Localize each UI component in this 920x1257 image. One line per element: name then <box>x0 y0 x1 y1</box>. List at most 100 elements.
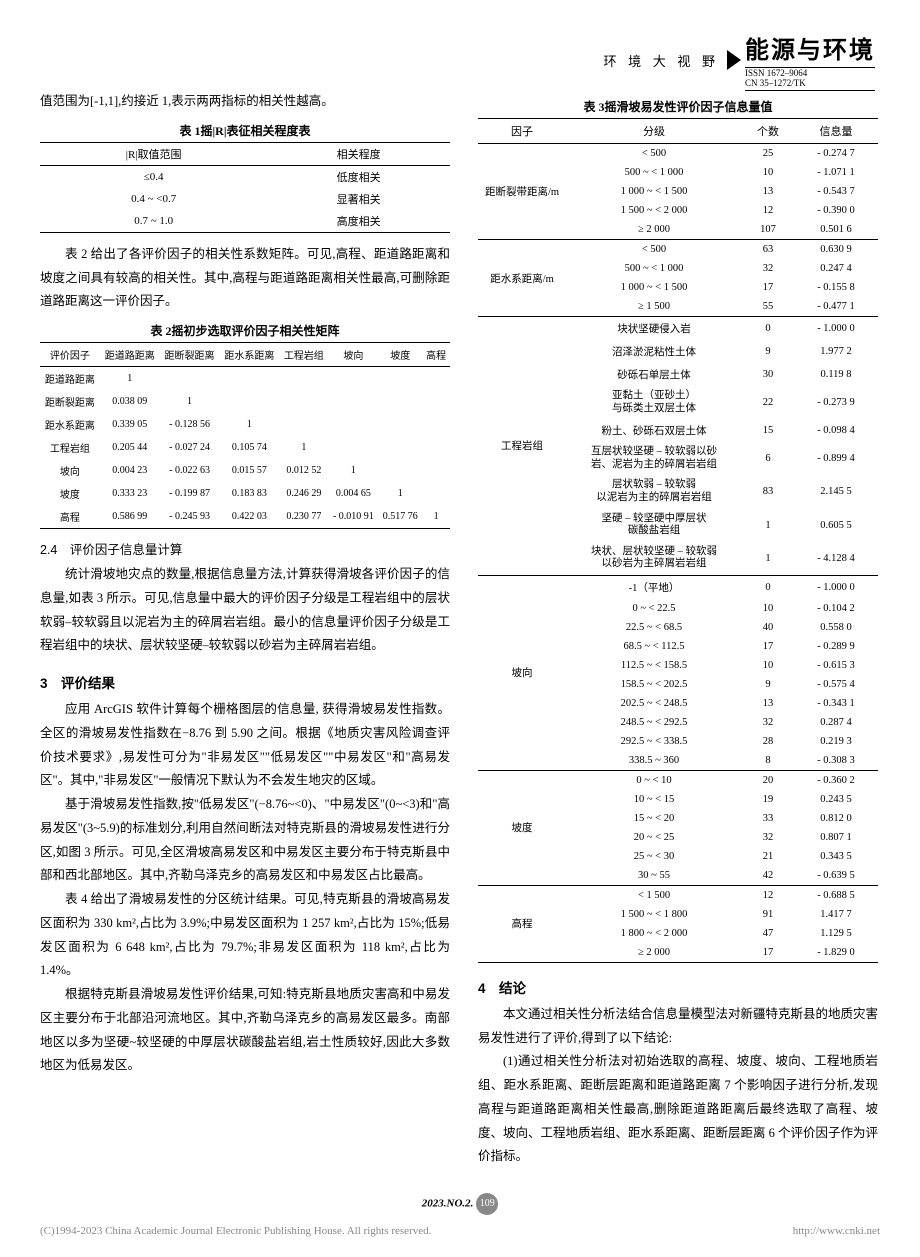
section-label: 环 境 大 视 野 <box>604 51 719 70</box>
table3-cell: 10 <box>742 163 794 182</box>
section-4-title: 4 结论 <box>478 977 878 997</box>
table3-cell: 1 000 ~ < 1 500 <box>566 182 742 201</box>
intro-text: 值范围为[-1,1],约接近 1,表示两两指标的相关性越高。 <box>40 90 450 114</box>
table3-cell: 248.5 ~ < 292.5 <box>566 713 742 732</box>
table3-cell: 17 <box>742 943 794 963</box>
table3-cell: - 0.098 4 <box>794 419 878 442</box>
table3-cell: 42 <box>742 866 794 886</box>
table3-cell: - 0.543 7 <box>794 182 878 201</box>
section-2-4-para: 统计滑坡地灾点的数量,根据信息量方法,计算获得滑坡各评价因子的信息量,如表 3 … <box>40 563 450 658</box>
table3-cell: 15 ~ < 20 <box>566 809 742 828</box>
para1: 表 2 给出了各评价因子的相关性系数矩阵。可见,高程、距道路距离和坡度之间具有较… <box>40 243 450 314</box>
table2-cell: 0.230 77 <box>279 505 328 529</box>
table2-cell: 0.183 83 <box>219 482 279 505</box>
table3-cell: 9 <box>742 675 794 694</box>
issn-block: ISSN 1672–9064 CN 35–1272/TK <box>745 67 875 91</box>
table3-cell: 10 ~ < 15 <box>566 790 742 809</box>
table3-cell: - 1.000 0 <box>794 317 878 341</box>
table3-cell: - 0.615 3 <box>794 656 878 675</box>
table3-cell: - 0.274 7 <box>794 144 878 164</box>
table2-cell <box>422 390 450 413</box>
table3-cell: 13 <box>742 182 794 201</box>
table1-caption: 表 1摇|R|表征相关程度表 <box>40 122 450 139</box>
table2-cell: 0.339 05 <box>100 413 160 436</box>
table3-cell: 12 <box>742 201 794 220</box>
table2-cell <box>378 413 422 436</box>
table2-cell <box>378 459 422 482</box>
journal-header: 环 境 大 视 野 能源与环境 ISSN 1672–9064 CN 35–127… <box>604 30 875 91</box>
table3-cell: 9 <box>742 340 794 363</box>
table3-cell: - 1.829 0 <box>794 943 878 963</box>
table2-rowlabel: 高程 <box>40 505 100 529</box>
section-3-para4: 根据特克斯县滑坡易发性评价结果,可知:特克斯县地质灾害高和中易发区主要分布于北部… <box>40 983 450 1078</box>
table3-cell: 0.630 9 <box>794 240 878 260</box>
table3-cell: 8 <box>742 751 794 771</box>
table3-cell: 0.501 6 <box>794 220 878 240</box>
table3-cell: 17 <box>742 278 794 297</box>
table3-cell: 1.977 2 <box>794 340 878 363</box>
table3-cell: 0.119 8 <box>794 363 878 386</box>
table3-cell: 25 ~ < 30 <box>566 847 742 866</box>
table3-header: 因子 <box>478 119 566 144</box>
table3-factor: 坡向 <box>478 575 566 770</box>
table3-cell: 17 <box>742 637 794 656</box>
table3-cell: 0.243 5 <box>794 790 878 809</box>
table3-cell: - 0.308 3 <box>794 751 878 771</box>
table3-cell: 0.807 1 <box>794 828 878 847</box>
table3-cell: 20 <box>742 770 794 790</box>
section-2-4-title: 2.4 评价因子信息量计算 <box>40 539 450 558</box>
table3-cell: 0 <box>742 575 794 599</box>
table3-cell: 19 <box>742 790 794 809</box>
table3-cell: 0.287 4 <box>794 713 878 732</box>
table3-cell: - 0.688 5 <box>794 885 878 905</box>
table3-cell: 32 <box>742 828 794 847</box>
table2-cell: 1 <box>328 459 378 482</box>
table2-cell <box>328 413 378 436</box>
table2-cell <box>378 436 422 459</box>
source-url: http://www.cnki.net <box>793 1225 880 1237</box>
table2-cell: 0.004 65 <box>328 482 378 505</box>
table2-cell <box>328 390 378 413</box>
table2-cell: 0.105 74 <box>219 436 279 459</box>
table2-cell <box>422 459 450 482</box>
table3-cell: 338.5 ~ 360 <box>566 751 742 771</box>
section-3-para3: 表 4 给出了滑坡易发性的分区统计结果。可见,特克斯县的滑坡高易发区面积为 33… <box>40 888 450 983</box>
table3-cell: < 1 500 <box>566 885 742 905</box>
table2-header: 距断裂距离 <box>160 343 220 367</box>
table3-cell: 32 <box>742 713 794 732</box>
table3-cell: 块状、层状较坚硬 – 较软弱 以砂岩为主碎屑岩岩组 <box>566 542 742 576</box>
table3-cell: 32 <box>742 259 794 278</box>
table2-cell <box>219 390 279 413</box>
table3-cell: 1 500 ~ < 2 000 <box>566 201 742 220</box>
table3-cell: 层状软弱 – 较软弱 以泥岩为主的碎屑岩岩组 <box>566 475 742 508</box>
table3-cell: 粉土、砂砾石双层土体 <box>566 419 742 442</box>
table2-cell: 0.038 09 <box>100 390 160 413</box>
table3-cell: 0.219 3 <box>794 732 878 751</box>
table3-cell: 0.247 4 <box>794 259 878 278</box>
table2-cell: 1 <box>279 436 328 459</box>
table2-header: 坡度 <box>378 343 422 367</box>
table1-cell: ≤0.4 <box>40 165 267 188</box>
page-number: 109 <box>476 1193 498 1215</box>
table3-cell: 亚黏土（亚砂土） 与砾类土双层土体 <box>566 386 742 419</box>
table2-cell <box>378 367 422 391</box>
table3-cell: 158.5 ~ < 202.5 <box>566 675 742 694</box>
table2-cell: 0.004 23 <box>100 459 160 482</box>
table3-cell: 1 000 ~ < 1 500 <box>566 278 742 297</box>
table3-cell: 30 <box>742 363 794 386</box>
table3-cell: 22.5 ~ < 68.5 <box>566 618 742 637</box>
table2-header: 距水系距离 <box>219 343 279 367</box>
table3-cell: - 0.104 2 <box>794 599 878 618</box>
table3-cell: - 0.155 8 <box>794 278 878 297</box>
table3-cell: 10 <box>742 656 794 675</box>
table2-rowlabel: 距道路距离 <box>40 367 100 391</box>
page-footer: 2023.NO.2. 109 <box>40 1193 880 1215</box>
table2-header: 坡向 <box>328 343 378 367</box>
table3-cell: 500 ~ < 1 000 <box>566 259 742 278</box>
right-column: 表 3摇滑坡易发性评价因子信息量值 因子 分级 个数 信息量 距断裂带距离/m<… <box>478 90 878 1169</box>
table3-cell: ≥ 2 000 <box>566 943 742 963</box>
table1-cell: 0.7 ~ 1.0 <box>40 210 267 233</box>
table3-cell: 47 <box>742 924 794 943</box>
table2-rowlabel: 距断裂距离 <box>40 390 100 413</box>
copyright-footer: (C)1994-2023 China Academic Journal Elec… <box>40 1225 880 1237</box>
